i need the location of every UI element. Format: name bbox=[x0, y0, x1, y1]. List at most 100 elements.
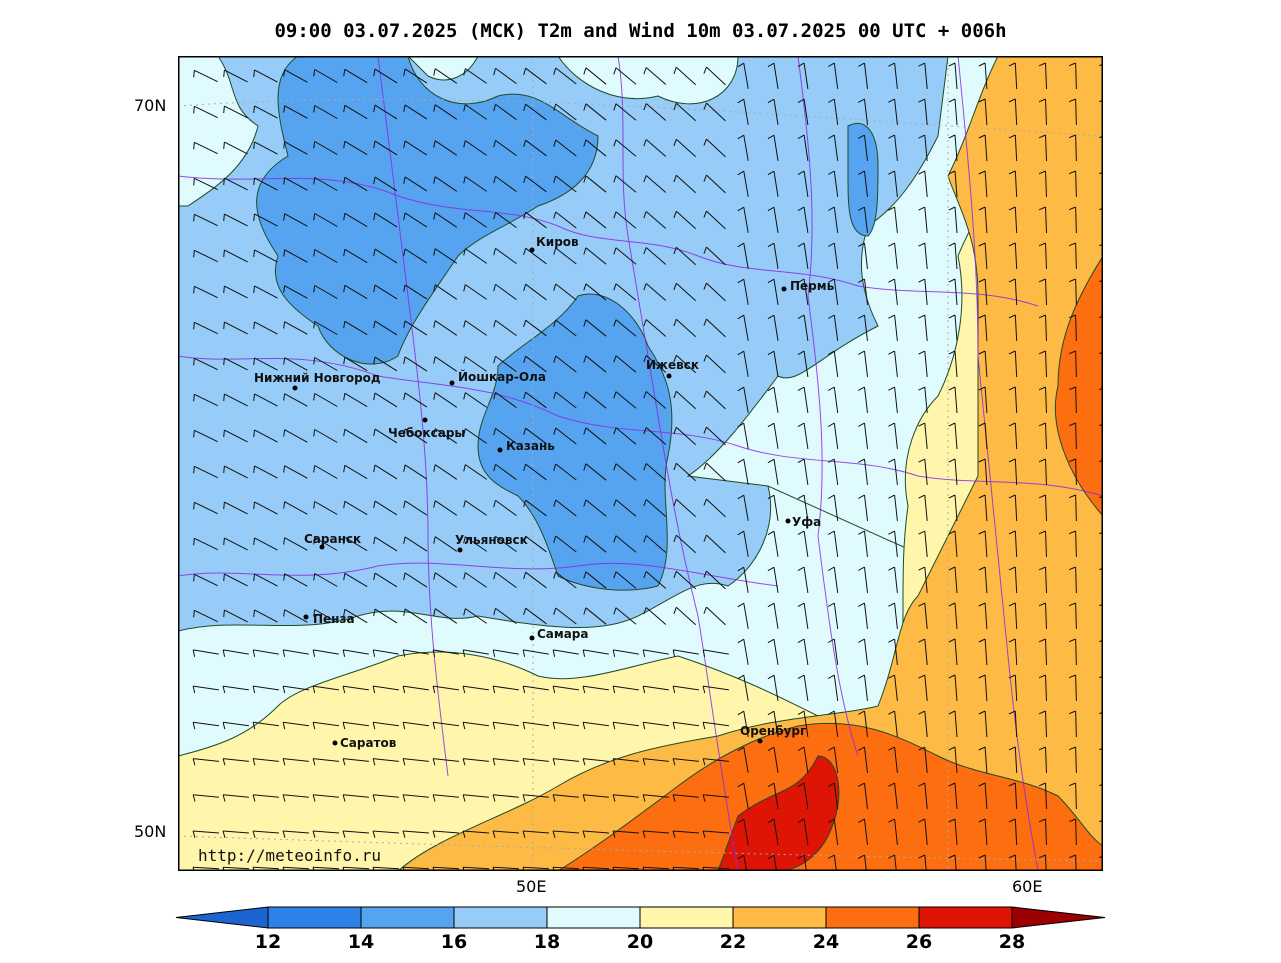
wind-barb bbox=[1045, 98, 1047, 126]
wind-barb-flag bbox=[373, 141, 376, 149]
wind-barb bbox=[703, 649, 729, 655]
wind-barb bbox=[984, 818, 988, 846]
wind-barb bbox=[984, 458, 988, 486]
wind-barb bbox=[706, 102, 726, 122]
wind-barb bbox=[773, 819, 779, 845]
city-kazan: Казань bbox=[497, 439, 555, 453]
wind-barb-flag bbox=[343, 393, 346, 401]
wind-barb bbox=[894, 459, 898, 485]
wind-barb-flag bbox=[643, 463, 647, 471]
colorbar-tick-label: 28 bbox=[999, 931, 1025, 953]
wind-barb bbox=[344, 68, 368, 84]
wind-barb bbox=[284, 465, 308, 479]
wind-barb bbox=[404, 176, 428, 192]
wind-barb bbox=[284, 249, 308, 263]
wind-barb-flag bbox=[493, 320, 496, 328]
wind-barb bbox=[344, 104, 368, 120]
wind-barb bbox=[1075, 386, 1077, 414]
wind-barb bbox=[224, 537, 248, 551]
wind-barb bbox=[192, 866, 220, 870]
wind-barb-flag bbox=[523, 212, 527, 220]
wind-barb-flag bbox=[283, 429, 286, 437]
wind-barb bbox=[193, 685, 219, 691]
wind-barb-flag bbox=[553, 463, 557, 471]
wind-barb-flag bbox=[703, 390, 707, 398]
wind-barb bbox=[615, 283, 637, 301]
wind-barb bbox=[954, 782, 958, 810]
wind-barb bbox=[803, 207, 809, 233]
wind-barb-flag bbox=[313, 501, 316, 509]
wind-barb bbox=[372, 866, 400, 870]
wind-barb bbox=[284, 573, 308, 587]
wind-barb-flag bbox=[767, 674, 775, 680]
wind-barb bbox=[1075, 62, 1077, 90]
wind-barb-flag bbox=[282, 722, 286, 730]
wind-barb-flag bbox=[613, 139, 617, 147]
wind-barb bbox=[615, 571, 637, 589]
wind-barb bbox=[615, 211, 637, 229]
wind-barb bbox=[495, 319, 517, 337]
wind-barb-flag bbox=[433, 428, 436, 436]
colorbar-tick-label: 26 bbox=[906, 931, 932, 953]
wind-barb-flag bbox=[767, 134, 775, 140]
wind-barb-flag bbox=[918, 314, 926, 319]
wind-barb bbox=[343, 649, 369, 655]
watermark-url: http://meteoinfo.ru bbox=[198, 846, 381, 865]
wind-barb-flag bbox=[702, 830, 706, 838]
wind-barb bbox=[803, 99, 809, 125]
wind-barb bbox=[864, 639, 868, 665]
wind-barb-flag bbox=[373, 465, 376, 473]
wind-barb bbox=[222, 830, 250, 834]
wind-barb-flag bbox=[858, 314, 865, 319]
wind-barb-flag bbox=[978, 170, 986, 175]
wind-barb bbox=[645, 607, 667, 625]
wind-barb-flag bbox=[312, 830, 316, 838]
wind-barb bbox=[675, 498, 697, 518]
wind-barb-flag bbox=[797, 458, 805, 464]
wind-barb-flag bbox=[888, 98, 895, 103]
wind-barb bbox=[404, 536, 428, 552]
wind-barb-flag bbox=[703, 102, 707, 110]
wind-barb-flag bbox=[702, 722, 706, 730]
wind-barb bbox=[645, 139, 667, 157]
wind-barb bbox=[224, 609, 248, 623]
wind-barb-flag bbox=[223, 214, 225, 222]
wind-barb-flag bbox=[673, 499, 677, 507]
wind-barb bbox=[894, 819, 898, 845]
wind-barb-flag bbox=[553, 139, 557, 147]
wind-barb-flag bbox=[737, 530, 745, 536]
wind-barb-flag bbox=[1069, 134, 1076, 139]
wind-barb bbox=[585, 103, 607, 121]
wind-barb-flag bbox=[613, 103, 617, 111]
wind-barb-flag bbox=[313, 429, 316, 437]
wind-barb-flag bbox=[978, 638, 986, 643]
wind-barb bbox=[465, 392, 487, 408]
wind-barb-flag bbox=[523, 608, 527, 616]
wind-barb bbox=[803, 711, 809, 737]
wind-barb bbox=[675, 282, 697, 302]
svg-text:Киров: Киров bbox=[536, 235, 579, 249]
wind-barb bbox=[1045, 746, 1047, 774]
wind-barb bbox=[642, 830, 670, 834]
wind-barb-flag bbox=[192, 649, 196, 657]
wind-barb-flag bbox=[252, 794, 256, 802]
wind-barb-flag bbox=[918, 530, 926, 535]
wind-barb bbox=[314, 285, 338, 299]
wind-barb bbox=[984, 602, 988, 630]
wind-barb bbox=[954, 494, 958, 522]
wind-barb-flag bbox=[1038, 422, 1046, 427]
wind-barb bbox=[585, 571, 607, 589]
wind-barb bbox=[223, 649, 249, 655]
wind-barb bbox=[224, 177, 248, 191]
wind-barb-flag bbox=[767, 746, 775, 752]
wind-barb bbox=[1045, 422, 1047, 450]
wind-barb-flag bbox=[223, 466, 225, 474]
wind-barb-flag bbox=[313, 537, 316, 545]
wind-barb bbox=[864, 855, 867, 871]
lat-label-50n: 50N bbox=[134, 822, 167, 841]
wind-barb bbox=[344, 392, 368, 408]
wind-barb bbox=[312, 866, 340, 870]
wind-barb-flag bbox=[1038, 458, 1046, 463]
wind-barb-flag bbox=[583, 463, 587, 471]
wind-barb-flag bbox=[858, 710, 865, 715]
